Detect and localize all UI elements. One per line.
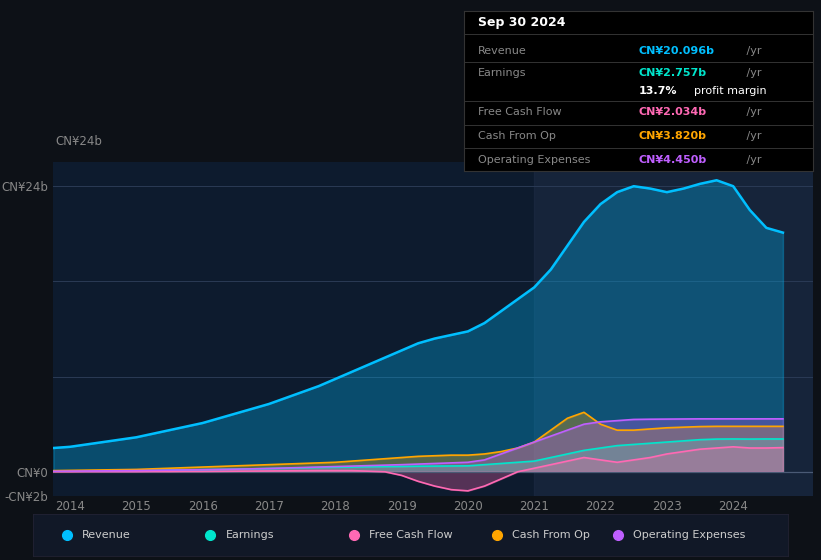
Text: 13.7%: 13.7% bbox=[639, 86, 677, 96]
Text: Operating Expenses: Operating Expenses bbox=[633, 530, 745, 539]
Text: CN¥2.757b: CN¥2.757b bbox=[639, 68, 706, 78]
Text: CN¥3.820b: CN¥3.820b bbox=[639, 130, 706, 141]
Bar bbox=[534, 162, 821, 496]
Text: Cash From Op: Cash From Op bbox=[478, 130, 556, 141]
Text: CN¥24b: CN¥24b bbox=[55, 136, 102, 148]
Text: /yr: /yr bbox=[743, 46, 762, 56]
Text: /yr: /yr bbox=[743, 107, 762, 116]
Text: profit margin: profit margin bbox=[695, 86, 767, 96]
Text: Earnings: Earnings bbox=[226, 530, 274, 539]
Text: Free Cash Flow: Free Cash Flow bbox=[478, 107, 562, 116]
Text: Earnings: Earnings bbox=[478, 68, 526, 78]
Text: CN¥4.450b: CN¥4.450b bbox=[639, 155, 707, 165]
Text: /yr: /yr bbox=[743, 155, 762, 165]
Text: CN¥20.096b: CN¥20.096b bbox=[639, 46, 714, 56]
Text: Revenue: Revenue bbox=[82, 530, 131, 539]
Text: CN¥2.034b: CN¥2.034b bbox=[639, 107, 706, 116]
Text: /yr: /yr bbox=[743, 68, 762, 78]
Text: Free Cash Flow: Free Cash Flow bbox=[369, 530, 452, 539]
Text: Revenue: Revenue bbox=[478, 46, 526, 56]
Text: /yr: /yr bbox=[743, 130, 762, 141]
Text: Sep 30 2024: Sep 30 2024 bbox=[478, 16, 566, 29]
Text: Cash From Op: Cash From Op bbox=[512, 530, 590, 539]
Text: Operating Expenses: Operating Expenses bbox=[478, 155, 590, 165]
